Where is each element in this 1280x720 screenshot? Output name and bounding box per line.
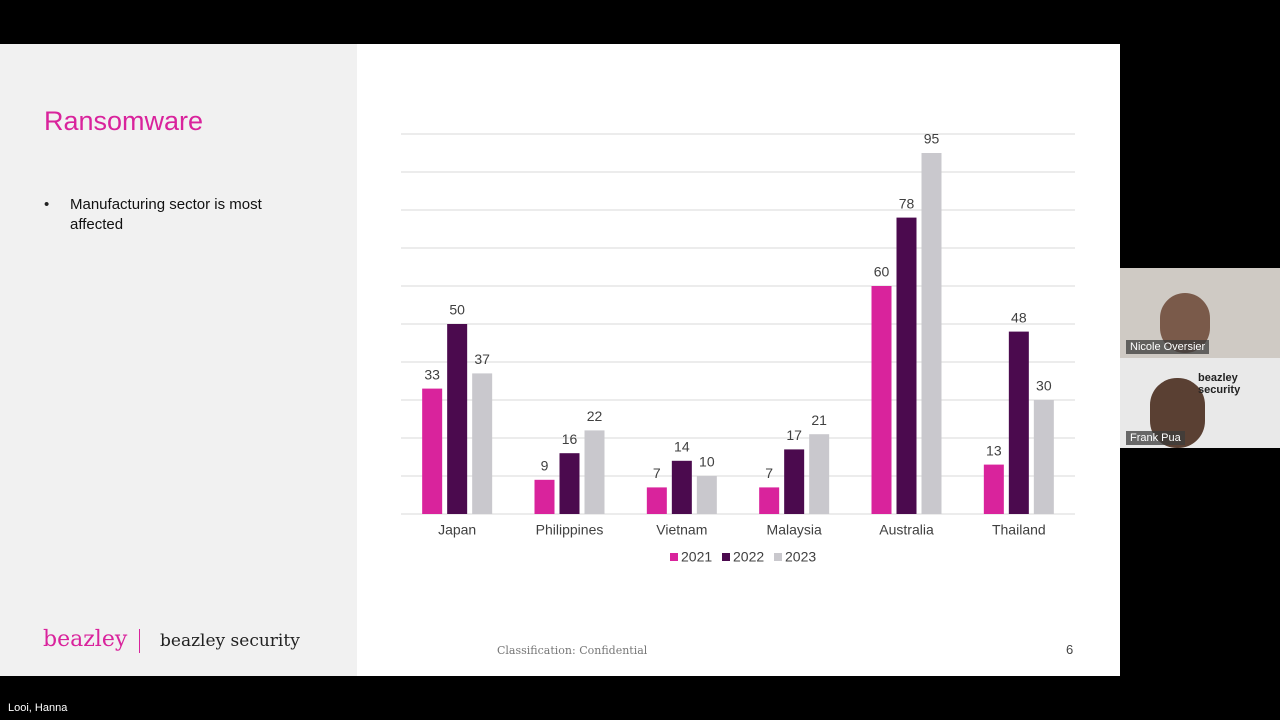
value-label: 48 (1011, 309, 1027, 325)
bar (422, 388, 443, 514)
participant-name: Nicole Oversier (1126, 340, 1210, 354)
bar (671, 460, 692, 514)
value-label: 22 (587, 408, 603, 424)
bar (784, 449, 805, 514)
legend-swatch (670, 553, 678, 561)
bar (983, 464, 1004, 514)
bar (809, 434, 830, 514)
slide-title: Ransomware (44, 106, 204, 136)
value-label: 13 (986, 442, 1002, 458)
bar (759, 487, 780, 514)
x-tick-label: Thailand (992, 522, 1046, 538)
legend-swatch (774, 553, 782, 561)
value-label: 21 (811, 412, 827, 428)
slide: Ransomware • Manufacturing sector is mos… (0, 44, 1120, 676)
logo: beazley (43, 627, 128, 652)
bar (584, 430, 605, 514)
bar (447, 324, 468, 514)
participant-name: Frank Pua (1126, 431, 1185, 445)
value-label: 7 (653, 465, 661, 481)
logo-divider (139, 629, 140, 653)
value-label: 95 (924, 131, 940, 147)
bar (534, 479, 555, 514)
value-label: 78 (899, 195, 915, 211)
bullet: Manufacturing sector is most affected (70, 196, 262, 233)
bar (472, 373, 493, 514)
x-tick-label: Australia (879, 522, 934, 538)
x-tick-label: Philippines (536, 522, 604, 538)
bar (1033, 400, 1054, 514)
chart: Japan 33 50 37 Philippines 9 16 22 Vietnam 7 14 10 M… (401, 131, 1075, 565)
bullet-dot: • (44, 196, 50, 213)
bar (696, 476, 717, 514)
value-label: 50 (449, 302, 465, 318)
logo-secondary: beazley security (160, 631, 300, 651)
presenter-name: Looi, Hanna (8, 702, 68, 714)
x-tick-label: Vietnam (656, 522, 707, 538)
value-label: 33 (424, 366, 440, 382)
bar (871, 286, 892, 514)
bar (921, 153, 942, 514)
value-label: 10 (699, 454, 715, 470)
value-label: 7 (765, 465, 773, 481)
value-label: 60 (874, 264, 890, 280)
bar (559, 453, 580, 514)
legend-swatch (722, 553, 730, 561)
legend-label: 2021 (681, 549, 712, 565)
x-tick-label: Malaysia (767, 522, 822, 538)
legend-label: 2023 (785, 549, 816, 565)
page-number: 6 (1066, 642, 1074, 657)
overlay-logo: beazley security (1198, 372, 1241, 396)
video-tile[interactable]: beazley security Frank Pua (1120, 358, 1280, 448)
x-tick-label: Japan (438, 522, 476, 538)
bar (896, 217, 917, 514)
value-label: 30 (1036, 378, 1052, 394)
bar (1008, 331, 1029, 514)
legend-label: 2022 (733, 549, 764, 565)
value-label: 14 (674, 439, 690, 455)
video-tile[interactable]: Nicole Oversier (1120, 268, 1280, 358)
value-label: 16 (562, 431, 578, 447)
classification: Classification: Confidential (497, 644, 648, 657)
value-label: 17 (786, 427, 802, 443)
value-label: 37 (474, 351, 490, 367)
side-panel: Ransomware • Manufacturing sector is mos… (0, 44, 357, 676)
bar (646, 487, 667, 514)
value-label: 9 (541, 458, 549, 474)
